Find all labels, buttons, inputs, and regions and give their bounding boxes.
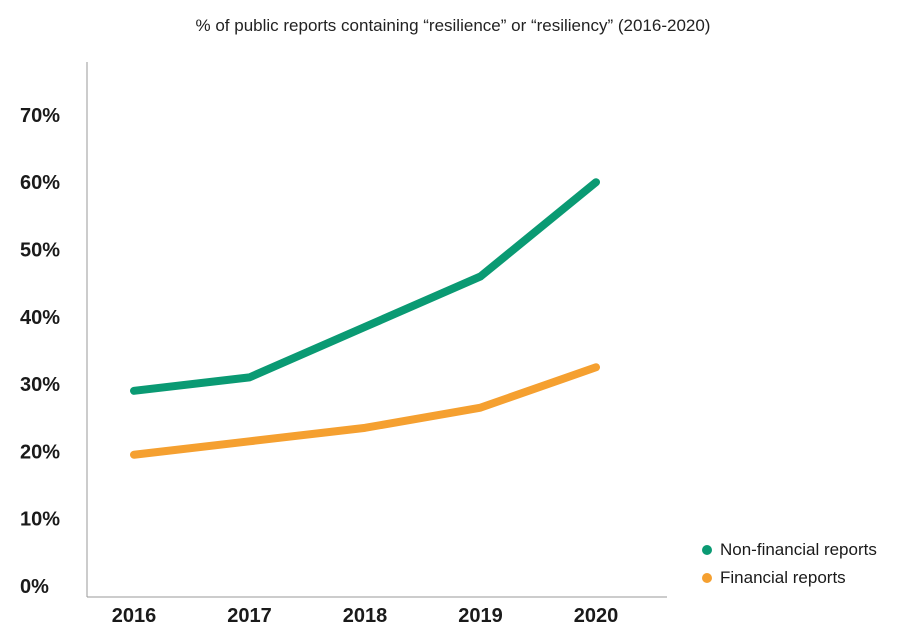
data-point-non-financial-2016 xyxy=(131,387,137,394)
data-point-non-financial-2019 xyxy=(477,273,484,280)
y-tick-label: 20% xyxy=(20,441,60,463)
x-tick-labels: 2016 2017 2018 2019 2020 xyxy=(112,605,619,626)
y-tick-label: 60% xyxy=(20,172,60,194)
y-tick-label: 50% xyxy=(20,240,60,262)
data-point-non-financial-2018 xyxy=(362,323,368,330)
series-line-non-financial xyxy=(130,178,600,395)
x-tick-label: 2016 xyxy=(112,605,157,626)
legend-item-non-financial: Non-financial reports xyxy=(702,536,877,564)
y-tick-label: 0% xyxy=(20,576,49,598)
data-point-financial-2016 xyxy=(131,451,137,458)
series-lines xyxy=(130,178,600,459)
x-tick-label: 2019 xyxy=(458,605,503,626)
y-tick-label: 70% xyxy=(20,105,60,127)
y-tick-labels: 0% 10% 20% 30% 40% 50% 60% 70% xyxy=(20,105,60,598)
legend-dot-non-financial xyxy=(702,545,712,555)
data-point-financial-2019 xyxy=(477,404,484,411)
legend-label-financial: Financial reports xyxy=(720,568,846,587)
data-point-non-financial-2020 xyxy=(593,179,599,186)
x-tick-label: 2020 xyxy=(574,605,619,626)
legend-item-financial: Financial reports xyxy=(702,564,877,592)
legend-label-non-financial: Non-financial reports xyxy=(720,540,877,559)
y-tick-label: 40% xyxy=(20,307,60,329)
x-tick-label: 2018 xyxy=(343,605,388,626)
y-tick-label: 10% xyxy=(20,509,60,531)
legend-dot-financial xyxy=(702,573,712,583)
data-point-financial-2018 xyxy=(362,424,368,431)
chart-title: % of public reports containing “resilien… xyxy=(195,16,711,35)
y-tick-label: 30% xyxy=(20,374,60,396)
data-point-non-financial-2017 xyxy=(246,374,253,381)
data-point-financial-2017 xyxy=(246,438,253,445)
legend: Non-financial reports Financial reports xyxy=(702,536,877,592)
x-tick-label: 2017 xyxy=(227,605,272,626)
data-point-financial-2020 xyxy=(593,364,599,371)
